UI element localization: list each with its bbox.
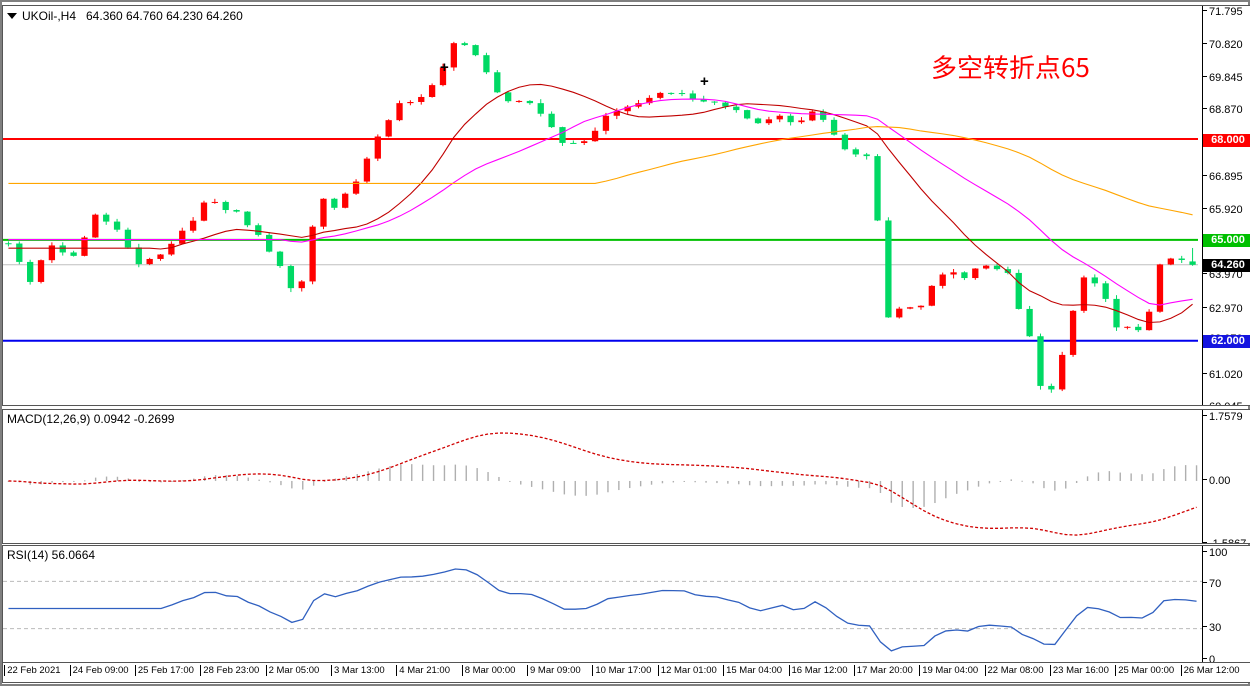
svg-text:+: + — [440, 59, 449, 76]
svg-text:+: + — [700, 73, 709, 90]
